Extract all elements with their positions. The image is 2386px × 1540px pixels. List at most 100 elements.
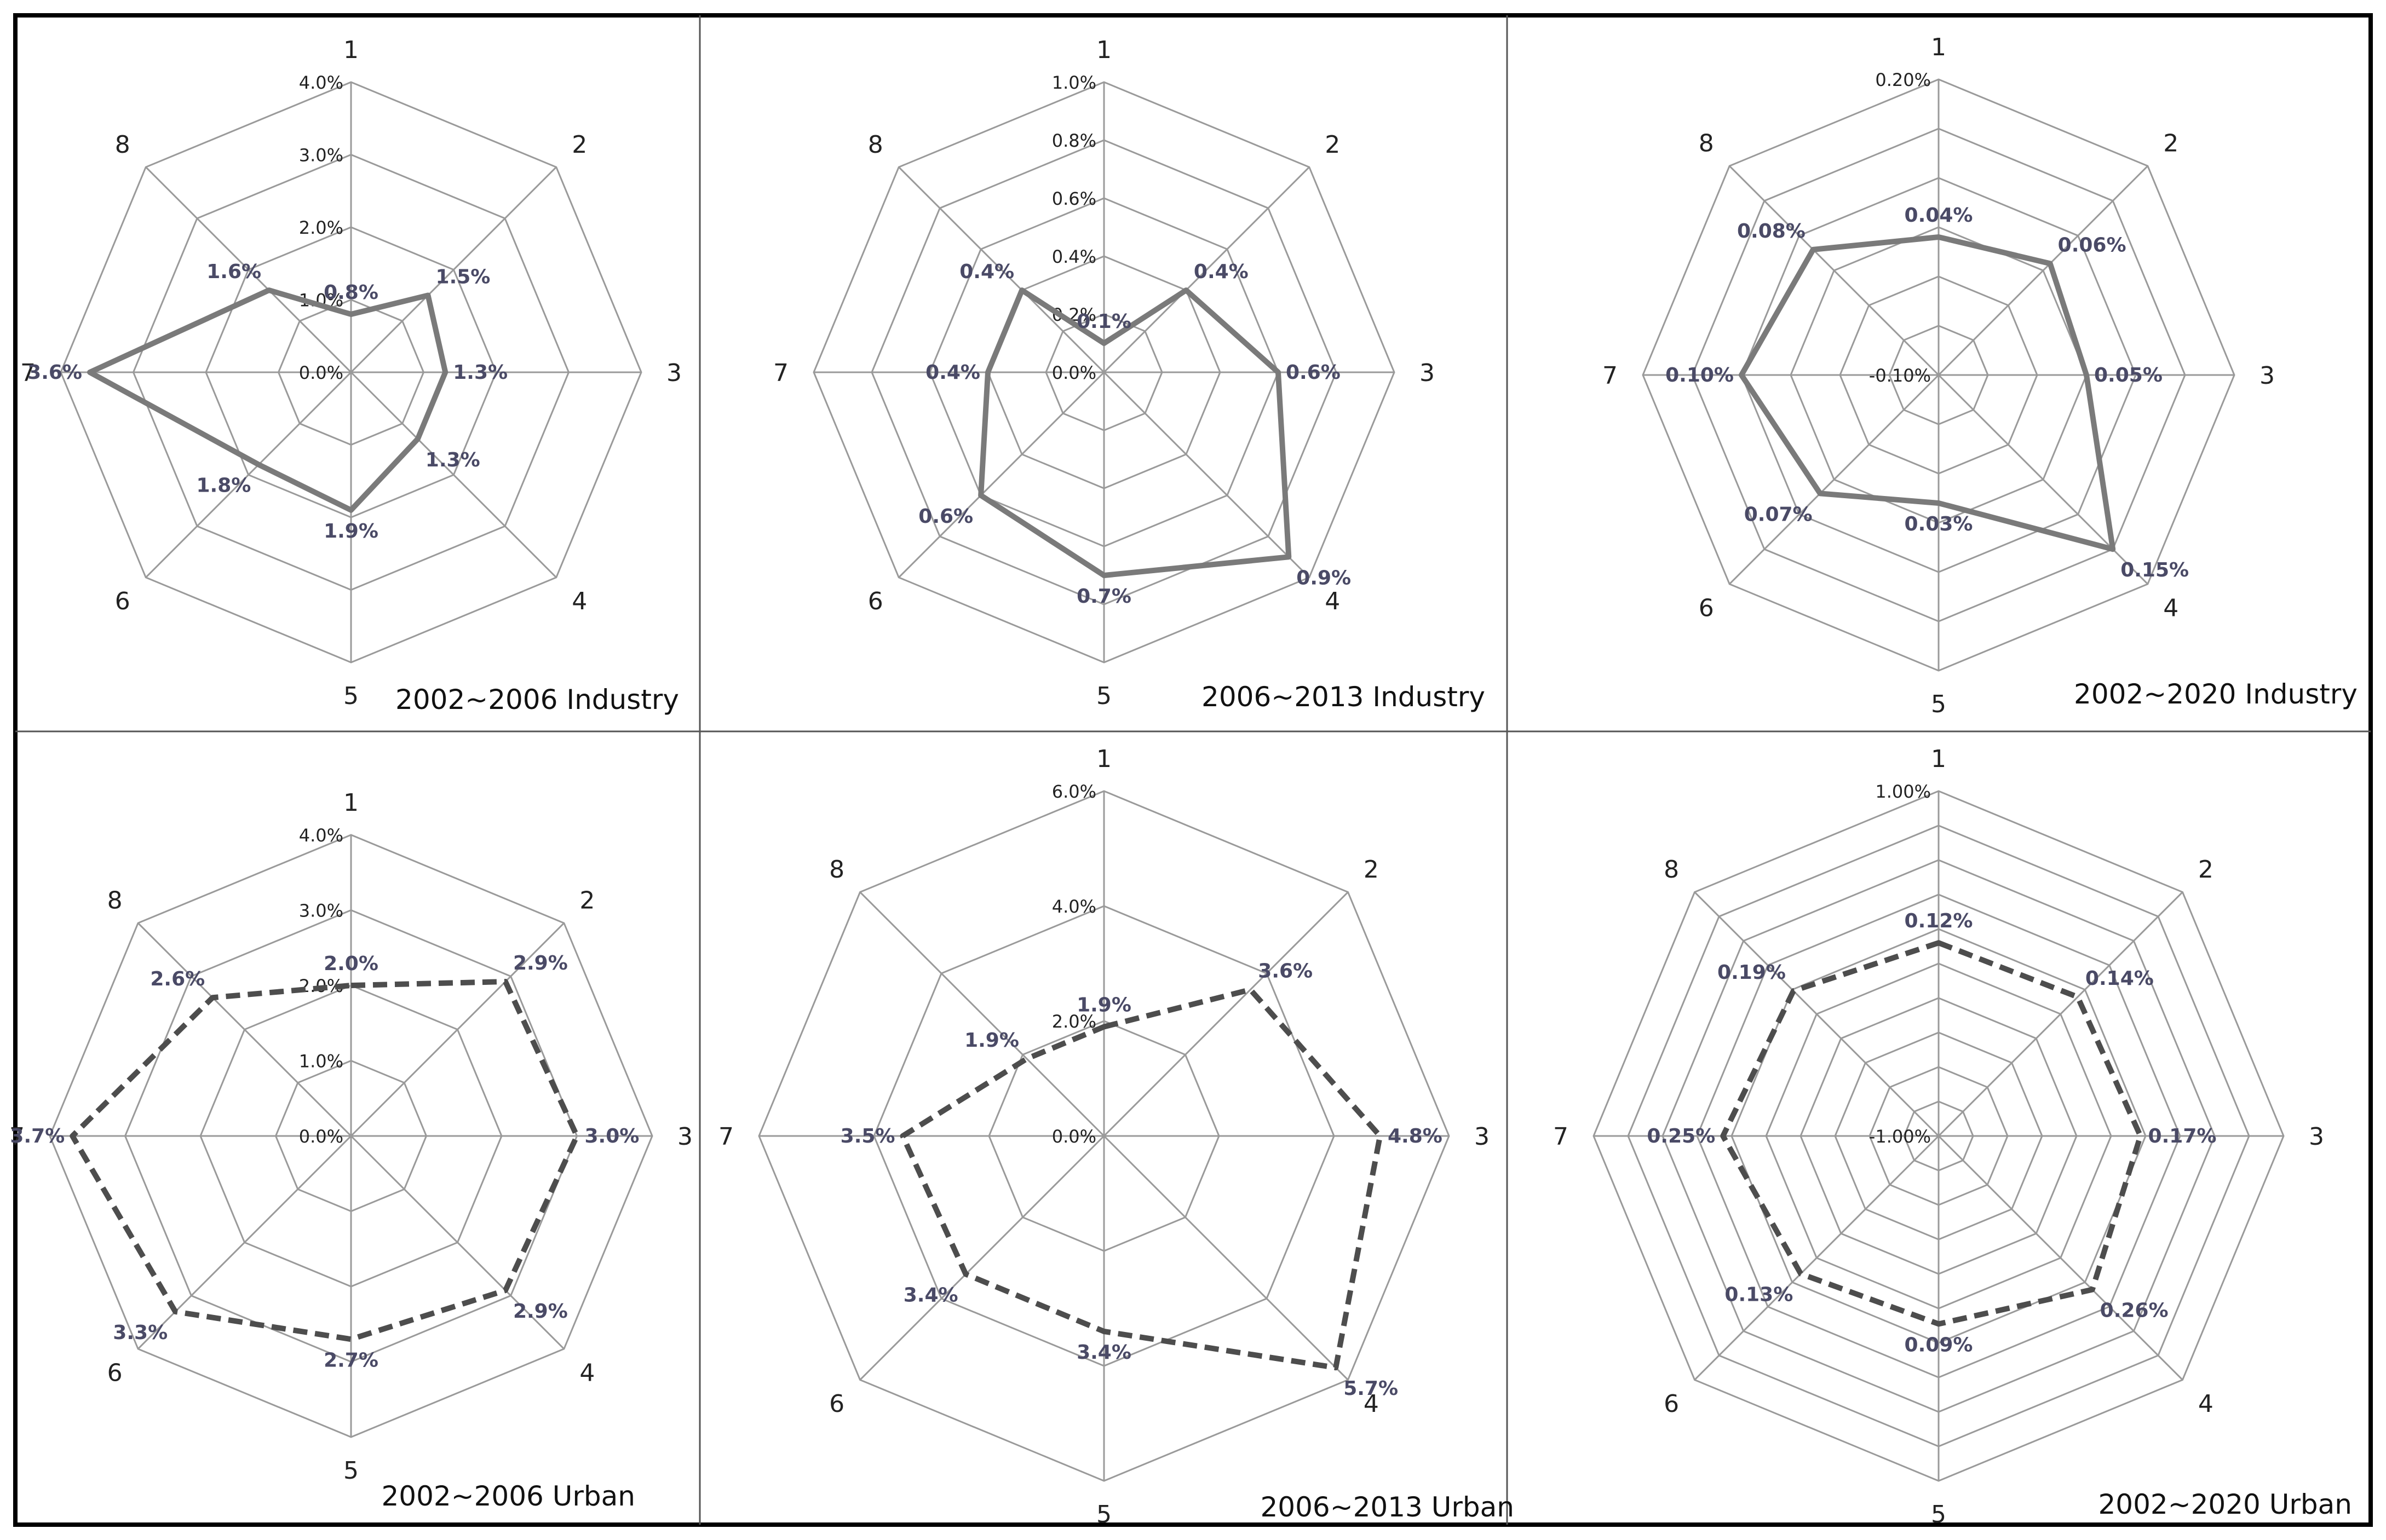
data-label: 0.03% [1905,513,1973,535]
spoke-label-3: 3 [2259,362,2275,390]
series-line [70,979,580,1342]
spoke-label-5: 5 [343,682,359,710]
tick-label: 6.0% [1052,781,1096,802]
spoke [350,922,565,1137]
spoke [1729,165,1940,376]
spoke-label-1: 1 [1096,745,1112,773]
spoke [859,891,1105,1137]
data-label: 0.14% [2085,967,2154,990]
data-label: 0.25% [1647,1125,1715,1147]
data-label: 0.13% [1724,1284,1793,1306]
spoke-label-5: 5 [343,1457,359,1485]
spoke [898,166,1105,373]
spoke-label-4: 4 [579,1359,595,1387]
spoke [1694,1135,1940,1381]
data-label: 1.3% [453,361,508,384]
tick-label: 1.0% [1052,72,1096,93]
data-label: 3.4% [1077,1341,1131,1364]
spoke-label-6: 6 [107,1359,123,1387]
spoke-label-8: 8 [829,856,844,884]
spoke-label-1: 1 [1931,33,1946,61]
spoke-label-5: 5 [1096,1501,1112,1529]
spoke [145,166,352,373]
tick-label: 2.0% [1052,1011,1096,1032]
spoke-label-7: 7 [718,1123,734,1151]
data-label: 2.7% [324,1349,378,1371]
spoke-label-2: 2 [572,131,587,159]
data-label: 0.06% [2058,234,2126,256]
spoke-label-5: 5 [1096,682,1112,710]
data-label: 0.04% [1905,204,1973,227]
spoke [859,1135,1105,1381]
data-label: 4.8% [1388,1125,1442,1147]
data-label: 0.07% [1744,503,1813,526]
data-label: 0.05% [2094,364,2163,387]
data-label: 5.7% [1343,1377,1398,1400]
panel-title: 2002~2020 Industry [2074,678,2358,710]
spoke [350,1135,565,1349]
tick-label: 0.4% [1052,246,1096,267]
radar-panel-1: 0.0%1.0%2.0%3.0%4.0%123456780.8%1.5%1.3%… [20,36,682,716]
data-label: 0.6% [1286,361,1341,384]
spoke [350,166,557,373]
tick-label: 0.0% [299,1126,343,1147]
spoke-label-8: 8 [868,131,883,159]
data-label: 3.5% [841,1125,895,1147]
spoke-label-4: 4 [2163,594,2178,622]
panel-title: 2006~2013 Urban [1260,1491,1514,1523]
spoke [1937,1135,2183,1381]
data-label: 0.15% [2120,559,2189,581]
tick-label: 0.0% [1052,1126,1096,1147]
data-label: 1.9% [324,520,378,543]
data-label: 3.6% [27,361,82,384]
spoke [1103,371,1310,578]
data-label: 0.26% [2100,1300,2169,1322]
tick-label: 4.0% [1052,896,1096,917]
spoke-label-2: 2 [2198,856,2213,884]
spoke [1103,1135,1349,1381]
spoke-label-2: 2 [579,887,595,915]
data-label: 2.6% [150,968,205,990]
data-label: 1.6% [206,261,261,283]
panel-title: 2006~2013 Industry [1201,681,1485,713]
spoke-label-6: 6 [829,1390,844,1418]
tick-label: 0.6% [1052,188,1096,209]
tick-label: -0.10% [1869,365,1931,386]
series-line [978,287,1292,578]
data-label: 2.0% [324,953,378,975]
radar-panel-5: 0.0% 2.0% 4.0% 6.0%1 2 3 4 5 6 7 8 1.9% 3.6% 4.8% 5.7%… [718,745,1514,1529]
data-label: 1.8% [197,475,251,497]
data-label: 0.10% [1665,364,1734,387]
spoke-label-3: 3 [1474,1123,1490,1151]
spoke [145,371,352,578]
data-label: 1.9% [1077,994,1131,1017]
spoke-label-8: 8 [107,887,123,915]
data-label: 3.0% [585,1125,640,1147]
tick-label: 2.0% [299,217,343,238]
data-label: 3.7% [10,1125,65,1147]
series-line [1739,234,2116,552]
spoke-label-5: 5 [1931,690,1946,718]
data-label: 3.6% [1258,960,1313,983]
spoke [1103,891,1349,1137]
spoke-label-6: 6 [115,587,130,615]
spoke [1103,166,1310,373]
tick-label: 1.00% [1875,781,1931,802]
tick-label: 3.0% [299,145,343,166]
spoke [1694,891,1940,1137]
spoke-label-1: 1 [343,789,359,817]
spoke-label-4: 4 [1325,587,1340,615]
data-label: 0.9% [1296,567,1351,589]
data-label: 0.8% [324,281,378,304]
tick-label: 3.0% [299,901,343,921]
spoke-label-6: 6 [1664,1390,1679,1418]
data-label: 0.4% [925,361,980,384]
data-label: 1.9% [964,1029,1019,1052]
spoke-label-8: 8 [115,131,130,159]
spoke-label-7: 7 [1553,1123,1568,1151]
spoke-label-7: 7 [9,1123,25,1151]
spoke-label-3: 3 [2309,1123,2324,1151]
spoke-label-6: 6 [868,587,883,615]
spoke [1937,891,2183,1137]
